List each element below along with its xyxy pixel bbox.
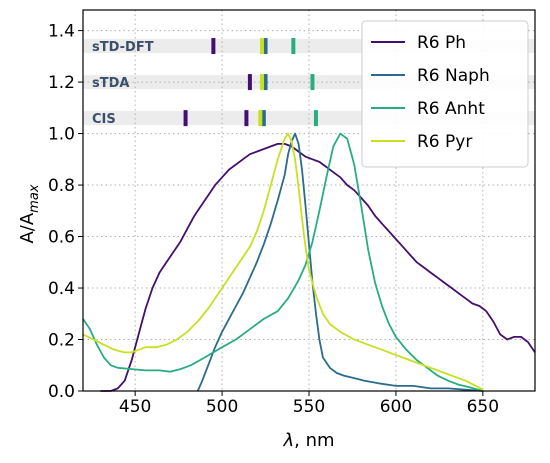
y-axis-subscript: max bbox=[27, 184, 42, 213]
method-marker-5 bbox=[263, 74, 268, 91]
x-axis-label: λ, nm bbox=[282, 430, 334, 451]
legend-label-2: R6 Anht bbox=[417, 99, 485, 119]
series-lines bbox=[82, 132, 536, 392]
method-marker-6 bbox=[310, 74, 315, 91]
method-marker-10 bbox=[261, 110, 266, 127]
method-marker-0 bbox=[211, 38, 216, 55]
method-marker-12 bbox=[258, 110, 263, 127]
method-marker-7 bbox=[260, 74, 265, 91]
x-tick-label-1: 500 bbox=[206, 397, 238, 417]
y-axis-label: A/Amax bbox=[17, 184, 42, 243]
method-marker-4 bbox=[247, 74, 252, 91]
method-marker-9 bbox=[244, 110, 249, 127]
y-tick-label-4: 0.8 bbox=[48, 176, 75, 196]
y-tick-label-0: 0.0 bbox=[48, 382, 75, 402]
x-tick-label-3: 600 bbox=[380, 397, 412, 417]
y-axis-main: A/A bbox=[17, 212, 38, 243]
method-band-label-1: sTDA bbox=[92, 76, 129, 91]
series-line-2 bbox=[82, 132, 484, 392]
series-line-1 bbox=[196, 132, 483, 392]
x-tick-label-4: 650 bbox=[467, 397, 499, 417]
y-tick-label-5: 1.0 bbox=[48, 125, 75, 145]
y-tick-label-2: 0.4 bbox=[48, 279, 75, 299]
series-line-0 bbox=[100, 143, 536, 392]
method-markers bbox=[183, 38, 318, 127]
series-line-3 bbox=[82, 132, 484, 391]
y-tick-label-7: 1.4 bbox=[48, 22, 75, 42]
x-axis-unit: , nm bbox=[294, 430, 334, 451]
legend-label-3: R6 Pyr bbox=[417, 132, 472, 152]
x-axis-symbol: λ bbox=[282, 430, 294, 451]
legend-label-1: R6 Naph bbox=[417, 66, 490, 86]
method-band-label-0: sTD-DFT bbox=[92, 40, 154, 55]
legend-label-0: R6 Ph bbox=[417, 33, 466, 53]
method-marker-8 bbox=[183, 110, 188, 127]
method-marker-1 bbox=[263, 38, 268, 55]
y-tick-label-3: 0.6 bbox=[48, 228, 75, 248]
y-tick-label-1: 0.2 bbox=[48, 331, 75, 351]
legend-box bbox=[361, 20, 529, 168]
y-tick-label-6: 1.2 bbox=[48, 73, 75, 93]
y-ticks: 0.0 0.2 0.4 0.6 0.8 1.0 1.2 1.4 bbox=[48, 22, 83, 402]
x-tick-label-0: 450 bbox=[119, 397, 151, 417]
method-band-label-2: CIS bbox=[92, 112, 116, 127]
method-marker-2 bbox=[291, 38, 296, 55]
method-marker-3 bbox=[260, 38, 265, 55]
x-tick-label-2: 550 bbox=[293, 397, 325, 417]
method-marker-11 bbox=[313, 110, 318, 127]
legend: R6 Ph R6 Naph R6 Anht R6 Pyr bbox=[361, 20, 529, 168]
x-ticks: 450 500 550 600 650 bbox=[119, 391, 499, 417]
